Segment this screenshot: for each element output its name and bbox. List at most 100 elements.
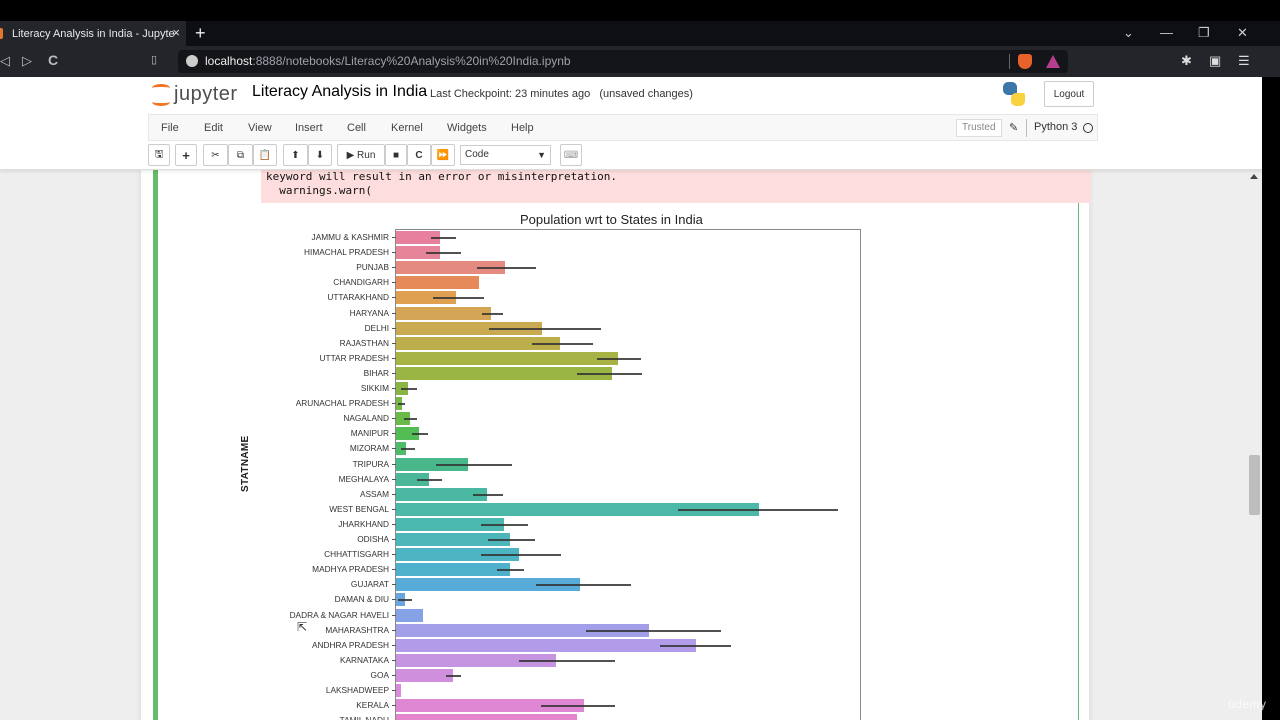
error-bar bbox=[577, 372, 643, 375]
jupyter-logo[interactable]: jupyter bbox=[152, 82, 242, 112]
interrupt-button[interactable]: ■ bbox=[385, 144, 407, 166]
notebook-title[interactable]: Literacy Analysis in India bbox=[252, 83, 428, 100]
back-button[interactable]: ◁ bbox=[0, 53, 10, 68]
move-up-button[interactable]: ⬆ bbox=[283, 144, 308, 166]
tab-search-chevron-icon[interactable]: ⌄ bbox=[1123, 25, 1134, 40]
jupyter-logo-icon bbox=[152, 84, 170, 92]
category-label: ODISHA bbox=[357, 534, 389, 544]
y-tick bbox=[392, 659, 396, 661]
category-label: KERALA bbox=[356, 700, 389, 711]
error-bar bbox=[519, 659, 615, 662]
restart-run-all-button[interactable]: ⏩ bbox=[431, 144, 455, 166]
brave-rewards-icon[interactable] bbox=[1046, 55, 1060, 68]
stderr-line: keyword will result in an error or misin… bbox=[266, 170, 617, 183]
bar bbox=[396, 578, 580, 592]
bar-row: ANDHRA PRADESH bbox=[312, 638, 861, 653]
new-tab-button[interactable]: + bbox=[195, 23, 206, 43]
kernel-separator bbox=[1026, 119, 1027, 137]
category-label: PUNJAB bbox=[356, 262, 389, 273]
category-label: JAMMU & KASHMIR bbox=[311, 232, 389, 242]
y-tick bbox=[392, 463, 396, 465]
insert-cell-button[interactable]: + bbox=[175, 144, 197, 166]
menu-help[interactable]: Help bbox=[511, 122, 534, 134]
bar bbox=[396, 623, 650, 637]
minimize-button[interactable]: — bbox=[1160, 25, 1173, 40]
bar-row: JAMMU & KASHMIR bbox=[312, 230, 861, 245]
restore-button[interactable]: ❐ bbox=[1198, 25, 1210, 40]
browser-tab-active[interactable]: Literacy Analysis in India - Jupyte × bbox=[0, 21, 186, 46]
y-tick bbox=[392, 614, 396, 616]
edit-pencil-icon[interactable]: ✎ bbox=[1009, 122, 1019, 134]
bar-row: LAKSHADWEEP bbox=[326, 683, 861, 698]
scrollbar-thumb[interactable] bbox=[1249, 455, 1260, 515]
logout-button[interactable]: Logout bbox=[1044, 81, 1094, 107]
error-bar bbox=[416, 478, 443, 481]
page-scrollbar[interactable] bbox=[1246, 170, 1262, 720]
address-bar[interactable]: localhost:8888/notebooks/Literacy%20Anal… bbox=[178, 50, 1068, 73]
menu-edit[interactable]: Edit bbox=[204, 122, 223, 134]
wallet-icon[interactable]: ▣ bbox=[1209, 53, 1222, 68]
cut-button[interactable]: ✂ bbox=[203, 144, 228, 166]
bar-row: ASSAM bbox=[360, 487, 861, 502]
jupyter-wordmark: jupyter bbox=[174, 83, 238, 105]
close-window-button[interactable]: ✕ bbox=[1237, 25, 1248, 40]
category-label: MEGHALAYA bbox=[338, 473, 389, 484]
menu-widgets[interactable]: Widgets bbox=[447, 122, 487, 134]
error-bar bbox=[472, 493, 503, 496]
bar-row: DELHI bbox=[365, 321, 861, 336]
error-bar bbox=[487, 539, 535, 541]
bookmark-icon[interactable]: ▯ bbox=[151, 54, 158, 66]
brave-shields-icon[interactable] bbox=[1018, 54, 1032, 69]
trusted-indicator[interactable]: Trusted bbox=[956, 119, 1002, 137]
menu-kernel[interactable]: Kernel bbox=[391, 122, 423, 134]
bar bbox=[396, 246, 441, 260]
error-bar bbox=[445, 674, 462, 677]
copy-button[interactable]: ⧉ bbox=[228, 144, 253, 166]
y-tick bbox=[392, 433, 396, 435]
chevron-down-icon: ▼ bbox=[537, 150, 546, 160]
bar-row: TAMIL NADU bbox=[340, 713, 861, 720]
stderr-line: warnings.warn( bbox=[266, 184, 372, 197]
kernel-name[interactable]: Python 3 bbox=[1034, 121, 1078, 133]
move-down-button[interactable]: ⬇ bbox=[308, 144, 332, 166]
extensions-icon[interactable]: ✱ bbox=[1181, 53, 1192, 68]
url-text[interactable]: localhost:8888/notebooks/Literacy%20Anal… bbox=[205, 54, 571, 68]
error-bar bbox=[481, 554, 562, 557]
category-label: MAHARASHTRA bbox=[325, 624, 389, 635]
error-bar bbox=[489, 327, 601, 330]
scroll-up-arrow-icon[interactable] bbox=[1250, 174, 1258, 179]
bar-row: GUJARAT bbox=[351, 577, 861, 592]
paste-button[interactable]: 📋 bbox=[253, 144, 277, 166]
selected-code-cell[interactable]: keyword will result in an error or misin… bbox=[153, 170, 1091, 720]
error-bar bbox=[659, 644, 731, 647]
browser-menu-icon[interactable]: ☰ bbox=[1238, 53, 1250, 68]
bar-row: RAJASTHAN bbox=[340, 336, 861, 351]
cell-type-select[interactable]: Code ▼ bbox=[460, 145, 551, 165]
menu-cell[interactable]: Cell bbox=[347, 122, 366, 134]
jupyter-header: jupyter Literacy Analysis in India Last … bbox=[0, 77, 1262, 170]
bar-row: DADRA & NAGAR HAVELI bbox=[290, 608, 861, 623]
menu-insert[interactable]: Insert bbox=[295, 122, 323, 134]
bar-row: JHARKHAND bbox=[338, 517, 861, 532]
category-label: DADRA & NAGAR HAVELI bbox=[289, 609, 389, 620]
y-tick bbox=[392, 644, 396, 646]
bar bbox=[396, 638, 696, 652]
save-button[interactable]: 🖫 bbox=[148, 144, 170, 166]
bar bbox=[396, 261, 506, 275]
bar-row: ODISHA bbox=[357, 532, 861, 547]
menu-file[interactable]: File bbox=[161, 122, 179, 134]
reload-button[interactable]: C bbox=[48, 52, 59, 68]
tab-close-icon[interactable]: × bbox=[172, 25, 180, 40]
bar-row: UTTARAKHAND bbox=[327, 290, 861, 305]
category-label: SIKKIM bbox=[360, 383, 389, 393]
command-palette-button[interactable]: ⌨ bbox=[560, 144, 582, 166]
site-info-icon[interactable] bbox=[186, 55, 198, 67]
y-tick bbox=[392, 584, 396, 586]
bar bbox=[396, 548, 520, 562]
restart-button[interactable]: C bbox=[407, 144, 431, 166]
y-tick bbox=[392, 448, 396, 450]
run-button[interactable]: ▶ Run bbox=[337, 144, 385, 166]
menu-view[interactable]: View bbox=[248, 122, 272, 134]
forward-button[interactable]: ▷ bbox=[22, 53, 32, 68]
screen-edge bbox=[1262, 77, 1280, 720]
